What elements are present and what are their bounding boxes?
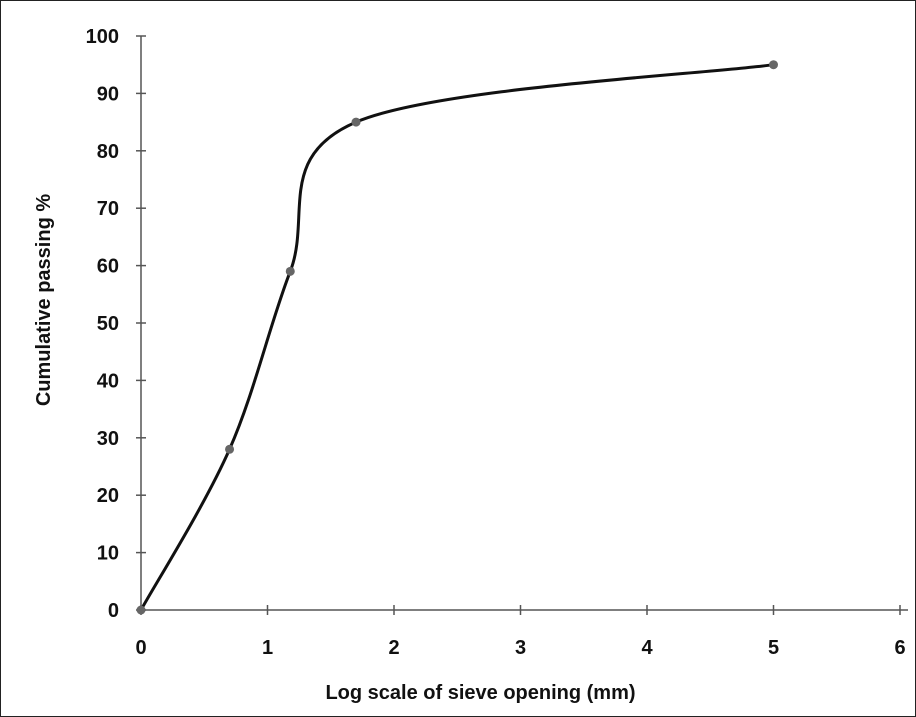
data-point (225, 444, 235, 454)
x-tick-label: 4 (641, 637, 653, 659)
y-tick-label: 70 (97, 198, 119, 220)
y-tick-label: 30 (97, 428, 119, 450)
x-tick-label: 5 (768, 637, 779, 659)
x-tick-label: 3 (515, 637, 526, 659)
y-tick-label: 100 (86, 26, 119, 48)
y-tick-label: 10 (97, 543, 119, 565)
x-tick-label: 0 (135, 637, 146, 659)
x-tick-label: 6 (894, 637, 905, 659)
y-tick-label: 90 (97, 83, 119, 105)
y-tick-label: 80 (97, 141, 119, 163)
x-tick-label: 2 (388, 637, 399, 659)
data-point (285, 266, 295, 276)
y-tick-label: 20 (97, 485, 119, 507)
y-tick-label: 50 (97, 313, 119, 335)
y-axis-ticks: 0 10 20 30 40 50 60 70 80 90 100 (86, 26, 146, 622)
y-tick-label: 60 (97, 256, 119, 278)
x-axis-ticks: 0 1 2 3 4 5 6 (135, 605, 906, 659)
data-points (136, 60, 778, 615)
axes (140, 36, 908, 611)
x-axis-title: Log scale of sieve opening (mm) (325, 682, 635, 704)
data-point (136, 605, 146, 615)
y-axis-title: Cumulative passing % (33, 194, 55, 406)
data-point (769, 60, 778, 70)
y-tick-label: 0 (108, 600, 119, 622)
x-tick-label: 1 (262, 637, 273, 659)
data-point (351, 117, 361, 127)
y-tick-label: 40 (97, 370, 119, 392)
series-line (139, 63, 775, 612)
